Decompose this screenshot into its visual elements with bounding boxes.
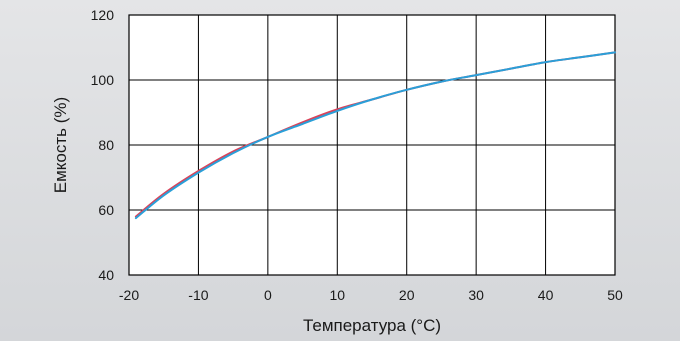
y-tick-label: 40 <box>98 267 114 283</box>
x-tick-label: 10 <box>329 287 345 303</box>
y-tick-label: 100 <box>91 72 115 88</box>
x-tick-label: 0 <box>264 287 272 303</box>
y-tick-labels: 40 60 80 100 120 <box>91 7 115 283</box>
x-tick-labels: -20 -10 0 10 20 30 40 50 <box>119 287 623 303</box>
x-axis-label: Температура (°C) <box>303 316 441 335</box>
series-group <box>134 51 616 220</box>
x-tick-label: 40 <box>538 287 554 303</box>
y-tick-label: 80 <box>98 137 114 153</box>
grid <box>129 15 615 275</box>
x-tick-label: 20 <box>399 287 415 303</box>
x-tick-label: -20 <box>119 287 139 303</box>
series-line-2 <box>134 51 616 220</box>
x-tick-label: -10 <box>188 287 208 303</box>
x-tick-label: 50 <box>607 287 623 303</box>
y-tick-label: 120 <box>91 7 115 23</box>
y-axis-label: Емкость (%) <box>51 97 70 193</box>
y-tick-label: 60 <box>98 202 114 218</box>
x-tick-label: 30 <box>468 287 484 303</box>
